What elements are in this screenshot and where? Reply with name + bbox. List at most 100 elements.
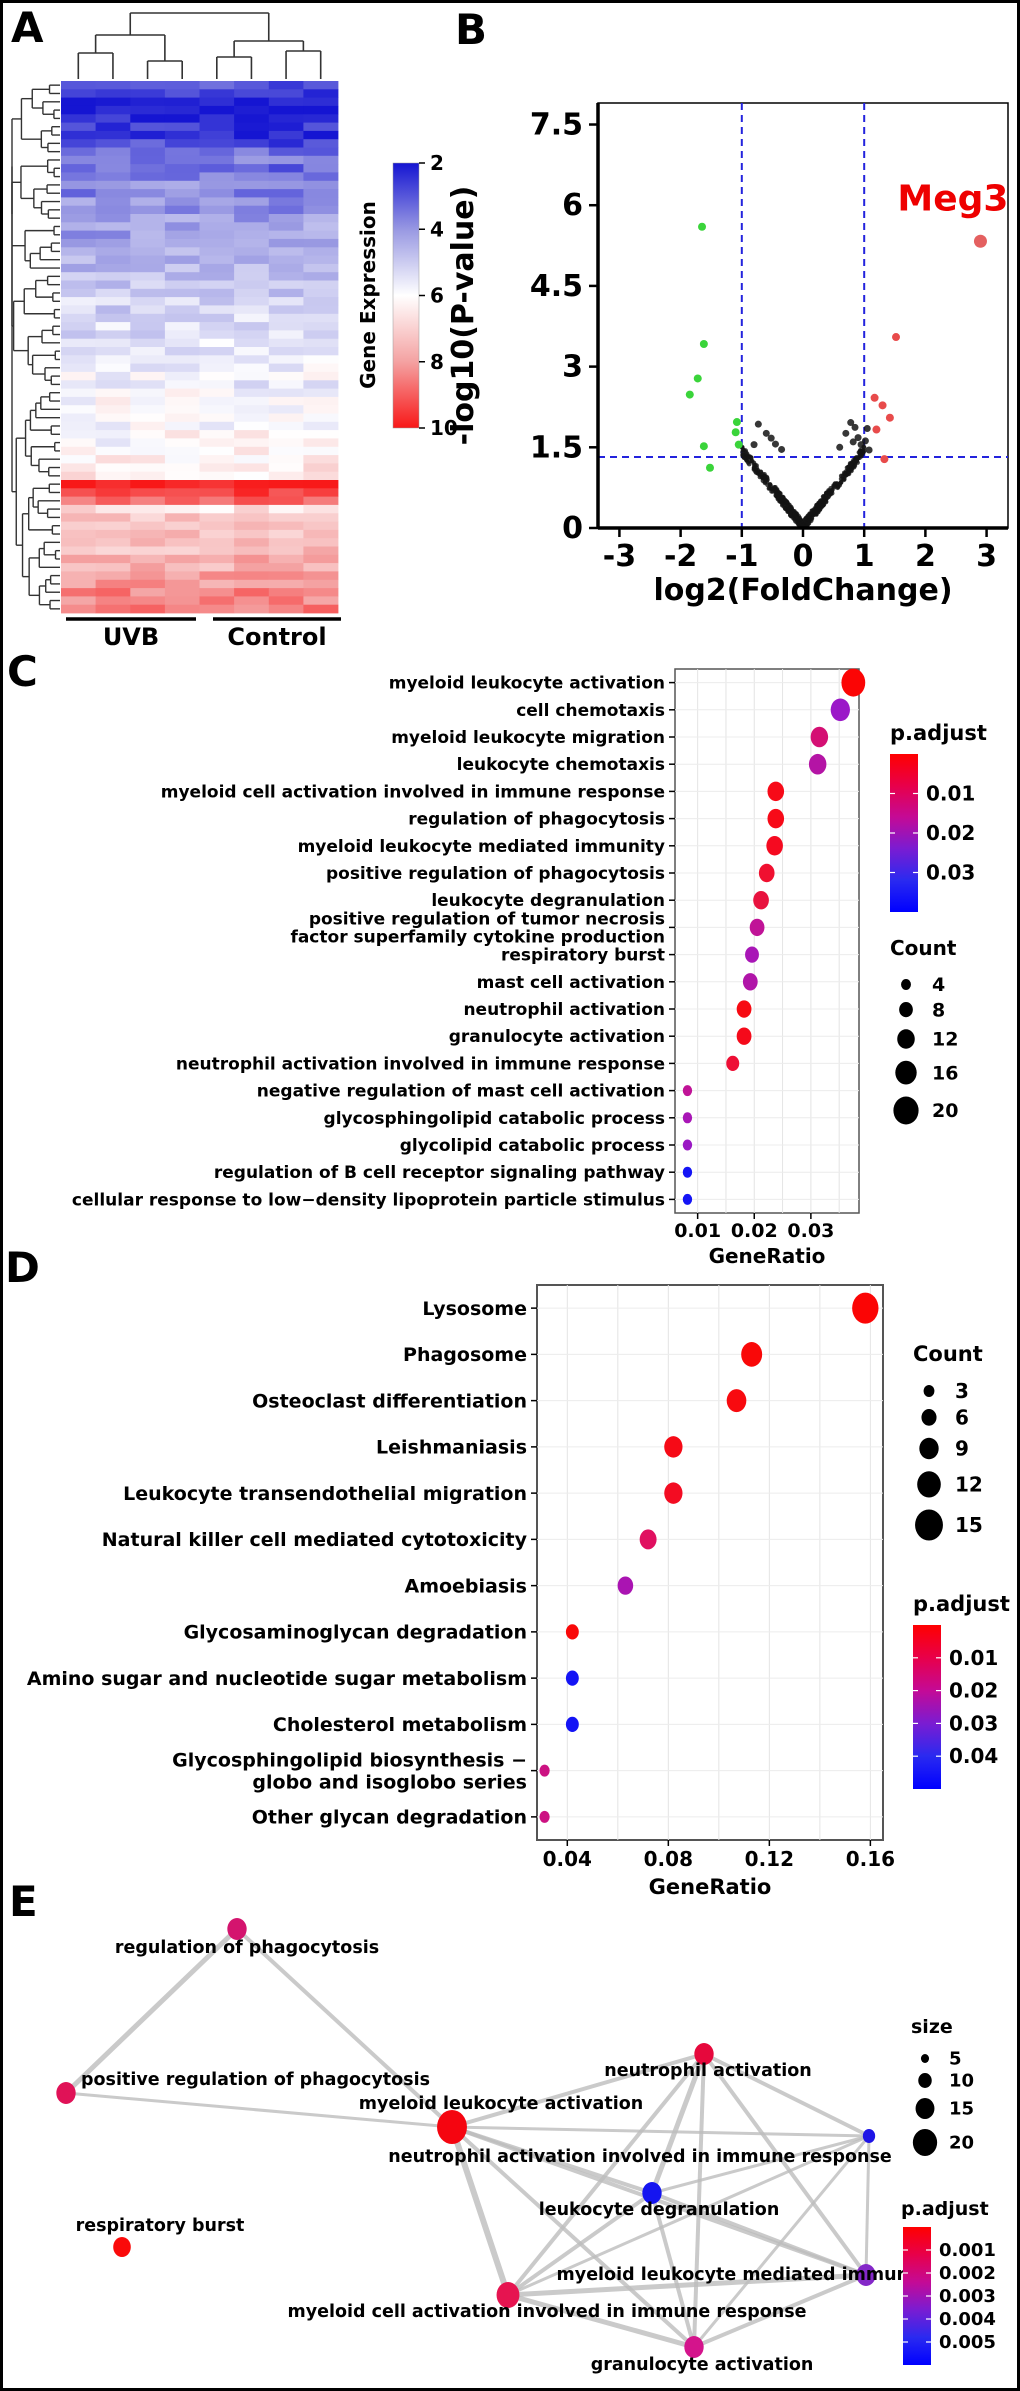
network-node — [684, 2336, 704, 2358]
category-label: myeloid leukocyte activation — [389, 674, 665, 694]
count-legend-title: Count — [890, 936, 957, 960]
x-axis-tick-label: 2 — [915, 539, 936, 574]
heatmap-cell — [61, 413, 96, 423]
heatmap-cell — [234, 147, 270, 157]
heatmap-cell — [164, 338, 200, 348]
heatmap-cell — [268, 81, 304, 90]
volcano-ns-point — [860, 448, 865, 453]
heatmap-cell — [268, 122, 304, 132]
category-label: granulocyte activation — [449, 1027, 665, 1047]
network-edge — [507, 2134, 870, 2297]
heatmap-cell — [199, 139, 235, 148]
heatmap-cell — [234, 596, 270, 606]
volcano-ns-point — [851, 423, 859, 431]
category-label: globo and isoglobo series — [252, 1771, 527, 1793]
heatmap-cell — [234, 230, 270, 240]
heatmap-cell — [268, 480, 304, 489]
heatmap-cell — [234, 89, 270, 98]
heatmap-cell — [95, 347, 131, 356]
colorbar-tick-label: 8 — [430, 350, 444, 374]
heatmap-cell — [61, 521, 96, 531]
volcano-ns-point — [748, 458, 753, 464]
heatmap-cell — [234, 222, 270, 231]
x-axis-tick-label: -2 — [664, 539, 697, 574]
heatmap-cell — [234, 363, 270, 373]
heatmap-cell — [95, 538, 131, 547]
heatmap-cell — [164, 288, 200, 298]
volcano-ns-point — [762, 429, 770, 437]
heatmap-cell — [199, 155, 235, 165]
heatmap-cell — [95, 330, 131, 340]
heatmap-cell — [234, 455, 270, 464]
category-label: cell chemotaxis — [516, 701, 665, 721]
x-axis-title: GeneRatio — [649, 1875, 772, 1899]
padjust-legend-title: p.adjust — [890, 721, 987, 745]
heatmap-cell — [61, 554, 96, 564]
network-node-label: respiratory burst — [76, 2216, 245, 2236]
heatmap-cell — [61, 130, 96, 140]
heatmap-cell — [234, 313, 270, 323]
dotplot-dot — [841, 668, 866, 697]
heatmap-cell — [61, 496, 96, 506]
heatmap-cell — [199, 371, 235, 381]
heatmap-cell — [303, 263, 339, 273]
category-label: Natural killer cell mediated cytotoxicit… — [102, 1529, 528, 1551]
heatmap-cell — [164, 513, 200, 522]
heatmap-cell — [268, 521, 304, 531]
heatmap-cell — [234, 155, 270, 165]
volcano-ns-point — [794, 519, 800, 525]
heatmap-cell — [61, 463, 96, 473]
heatmap-cell — [164, 330, 200, 340]
heatmap-cell — [95, 571, 131, 581]
heatmap-cell — [303, 513, 339, 522]
volcano-ns-point — [856, 450, 862, 455]
heatmap-cell — [234, 81, 270, 90]
heatmap-cell — [268, 297, 304, 306]
heatmap-cell — [268, 330, 304, 340]
heatmap-cell — [234, 280, 270, 290]
heatmap-cell — [303, 571, 339, 581]
heatmap-cell — [130, 421, 166, 431]
volcano-ns-point — [767, 434, 775, 442]
heatmap-cell — [268, 189, 304, 198]
heatmap-cell — [61, 546, 96, 556]
heatmap-cell — [268, 255, 304, 265]
heatmap-cell — [234, 421, 270, 431]
y-axis-tick-label: 1.5 — [530, 430, 583, 465]
heatmap-cell — [95, 380, 131, 389]
heatmap-cell — [95, 197, 131, 207]
padjust-tick-label: 0.04 — [949, 1744, 998, 1768]
heatmap-cell — [199, 305, 235, 315]
category-label: Leishmaniasis — [376, 1437, 527, 1459]
heatmap-cell — [268, 305, 304, 315]
heatmap-cell — [130, 172, 166, 182]
heatmap-cell — [199, 247, 235, 256]
heatmap-cell — [95, 81, 131, 90]
heatmap-cell — [164, 546, 200, 556]
heatmap-cell — [199, 529, 235, 539]
heatmap-cell — [130, 513, 166, 522]
heatmap-cell — [268, 155, 304, 165]
heatmap-cell — [164, 413, 200, 423]
heatmap-cell — [303, 164, 339, 173]
heatmap-cell — [61, 172, 96, 182]
volcano-ns-point — [851, 464, 857, 470]
heatmap-cell — [95, 155, 131, 165]
volcano-down-point — [732, 418, 741, 427]
padjust-tick-label: 0.01 — [949, 1646, 998, 1670]
heatmap-cell — [95, 363, 131, 373]
network-edge — [651, 2134, 870, 2195]
heatmap-cell — [268, 139, 304, 148]
heatmap-cell — [95, 521, 131, 531]
heatmap-cell — [234, 430, 270, 439]
heatmap-cell — [199, 421, 235, 431]
category-label: cellular response to low−density lipopro… — [72, 1190, 665, 1210]
heatmap-cell — [95, 147, 131, 157]
heatmap-cell — [268, 571, 304, 581]
heatmap-cell — [268, 288, 304, 298]
dotplot-dot — [726, 1055, 740, 1072]
heatmap-cell — [199, 280, 235, 290]
heatmap-cell — [268, 421, 304, 431]
heatmap-cell — [164, 205, 200, 215]
